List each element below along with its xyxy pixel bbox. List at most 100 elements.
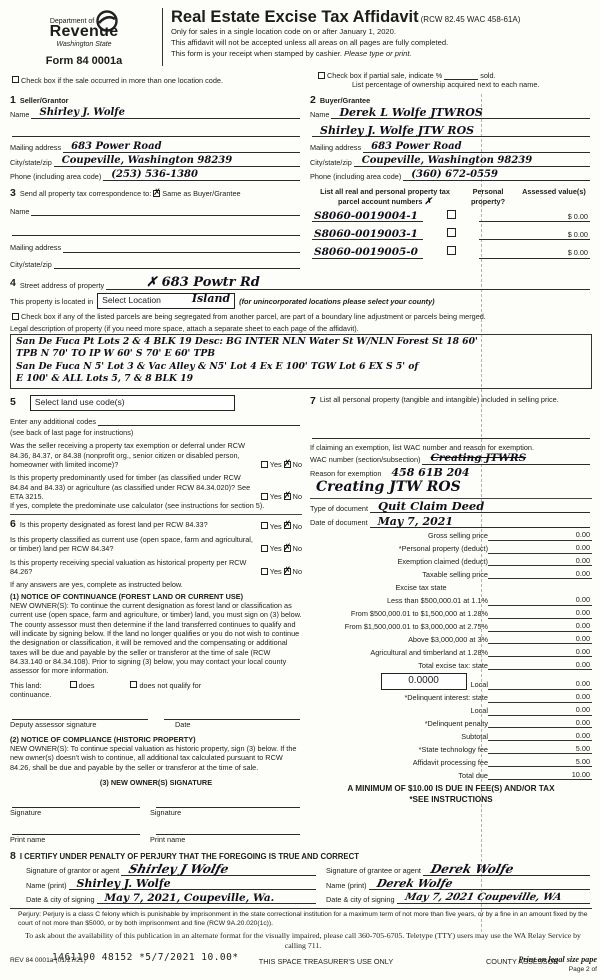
seller-name-field[interactable]: Shirley J. Wolfe [31,108,300,120]
personal-property-list-field[interactable] [312,430,590,440]
does-checkbox[interactable] [69,681,77,689]
legal-line: TPB N 70' TO IP W 60' S 70' E 60' TPB [16,348,215,360]
tax-row: Agricultural and timberland at 1.28% 0.00 [370,647,592,658]
buyer-phone-field[interactable]: (360) 672-0559 [403,170,590,182]
land-use-select[interactable]: Select land use code(s) [29,394,235,411]
forest-no-checkbox[interactable] [283,520,291,532]
wac-number-field[interactable]: Creating JTWRS [422,453,590,465]
seller-city-field[interactable]: Coupeville, Washington 98239 [53,156,300,168]
grantor-date-field[interactable]: May 7, 2021, Coupeville, Wa. [96,893,316,905]
reason-exemption-field[interactable]: 458 61B 204 [383,467,590,478]
tax-value: 0.00 [552,543,592,554]
tax-row: Total excise tax: state 0.00 [418,659,592,671]
corr-name-field[interactable] [31,207,300,217]
corr-mailing-field[interactable] [63,244,300,253]
historical-yes-checkbox[interactable] [260,567,268,575]
fill-line [488,695,552,703]
timber-no-checkbox[interactable] [283,491,291,502]
parcel-number-field[interactable]: S8060-0019003-1 [312,229,423,241]
timber-yes-checkbox[interactable] [260,492,268,500]
street-address-field[interactable]: ✗ 683 Powtr Rd [106,276,590,291]
grantee-signature-field[interactable]: Derek Wolfe [422,862,590,876]
same-as-buyer-checkbox[interactable] [153,188,161,200]
left-column: 5 Select land use code(s) Enter any addi… [10,394,302,844]
buyer-name-field[interactable]: Derek L Wolfe JTWROS [331,107,590,120]
seller-mailing-handwriting: 683 Power Road [71,140,162,152]
multi-location-checkbox[interactable] [12,76,19,84]
seller-mailing-field[interactable]: 683 Power Road [63,140,300,153]
buyer-mailing-field[interactable]: 683 Power Road [363,141,590,153]
new-owner-signature-field-1[interactable] [12,799,140,809]
notice1-body: NEW OWNER(S): To continue the current de… [10,601,302,676]
exemption-no-checkbox[interactable] [283,459,291,470]
correspondence-label: Send all property tax correspondence to: [19,189,152,199]
date-of-document-handwriting: May 7, 2021 [377,514,454,528]
continuance-label: continuance. [10,689,52,699]
currentuse-no-checkbox[interactable] [283,543,291,555]
does-not-checkbox[interactable] [130,681,138,689]
tax-value: 5.00 [552,744,592,755]
personal-property-checkbox[interactable] [446,209,456,219]
parcel-header-x-mark: ✗ [424,196,432,207]
currentuse-yes-checkbox[interactable] [260,545,268,553]
tax-row: Affidavit processing fee 5.00 [412,756,592,768]
assessed-value-field[interactable]: $ 0.00 [479,230,590,241]
new-owner-print-field-1[interactable] [12,826,140,835]
assessed-value-field[interactable]: $ 0.00 [479,212,590,223]
partial-sale-percent-field[interactable] [444,71,479,81]
grantee-print-field[interactable]: Derek Wolfe [368,877,590,890]
new-owner-signature-field-2[interactable] [156,799,300,809]
parcel-col-assessed: Assessed value(s) [522,187,586,197]
tax-row-total-due: Total due 10.00 [458,769,592,781]
grantor-signature-handwriting: Shirley J Wolfe [127,861,231,876]
local-rate-box[interactable]: 0.0000 [380,672,467,690]
exemption-yes-checkbox[interactable] [260,460,268,468]
historical-question: Is this property receiving special valua… [10,558,302,577]
parcel-number-field[interactable]: S8060-0019004-1 [312,211,423,223]
legal-description-box[interactable]: San De Fuca Pt Lots 2 & 4 BLK 19 Desc: B… [10,333,592,389]
partial-sale-checkbox[interactable] [318,71,325,79]
assessed-value-field[interactable]: $ 0.00 [479,248,590,259]
section3-number: 3 [10,187,16,200]
corr-city-field[interactable] [53,260,300,269]
deputy-date-field[interactable] [164,711,300,721]
grantor-print-handwriting: Shirley J. Wolfe [76,877,171,890]
grantee-date-field[interactable]: May 7, 2021 Coupeville, WA [396,892,590,905]
notice2-title: (2) NOTICE OF COMPLIANCE (HISTORIC PROPE… [10,734,196,744]
buyer-name-label: Name [310,110,330,120]
additional-codes-field[interactable] [98,417,300,426]
segregated-checkbox[interactable] [12,312,19,320]
personal-property-checkbox[interactable] [446,228,456,238]
seller-phone-field[interactable]: (253) 536-1380 [103,170,300,182]
buyer-name-field-2[interactable]: Shirley J. Wolfe JTW ROS [312,125,590,138]
personal-property-checkbox[interactable] [446,246,456,256]
buyer-phone-label: Phone (including area code) [310,172,402,182]
historical-no-checkbox[interactable] [283,566,291,577]
deputy-signature-field[interactable] [12,711,148,721]
type-of-document-field[interactable]: Quit Claim Deed [370,498,590,514]
tax-row: From $500,000.01 to $1,500,000 at 1.28% 0… [350,608,592,619]
fill-line [488,598,552,606]
type-of-document-handwriting: Quit Claim Deed [378,498,485,513]
new-owner-print-field-2[interactable] [156,826,300,835]
corr-extra-field[interactable] [12,227,300,237]
exemption-wac-note: If claiming an exemption, list WAC numbe… [310,443,535,453]
grantor-signature-field[interactable]: Shirley J Wolfe [121,862,316,876]
fill-line [488,733,552,742]
grantor-print-field[interactable]: Shirley J. Wolfe [68,877,316,890]
tax-row: Subtotal 0.00 [461,731,592,742]
seller-name-field-2[interactable] [12,128,300,138]
tax-row: From $1,500,000.01 to $3,000,000 at 2.75… [344,621,592,632]
fill-line [488,533,552,541]
date-of-document-field[interactable]: May 7, 2021 [369,514,590,528]
dor-logo-icon [96,10,118,32]
buyer-city-field[interactable]: Coupeville, Washington 98239 [353,156,590,168]
notice3-title: (3) NEW OWNER(S) SIGNATURE [99,777,213,787]
parcel-number-field[interactable]: S8060-0019005-0 [312,247,423,259]
signature-label: Signature [150,808,182,818]
location-select[interactable]: Select Location Island [97,293,236,310]
multi-location-label: Check box if the sale occurred in more t… [21,75,223,85]
forest-yes-checkbox[interactable] [260,522,268,530]
fill-line [488,649,552,658]
seller-buyer-grid: 1 Seller/Grantor Name Shirley J. Wolfe Mai… [10,94,592,182]
